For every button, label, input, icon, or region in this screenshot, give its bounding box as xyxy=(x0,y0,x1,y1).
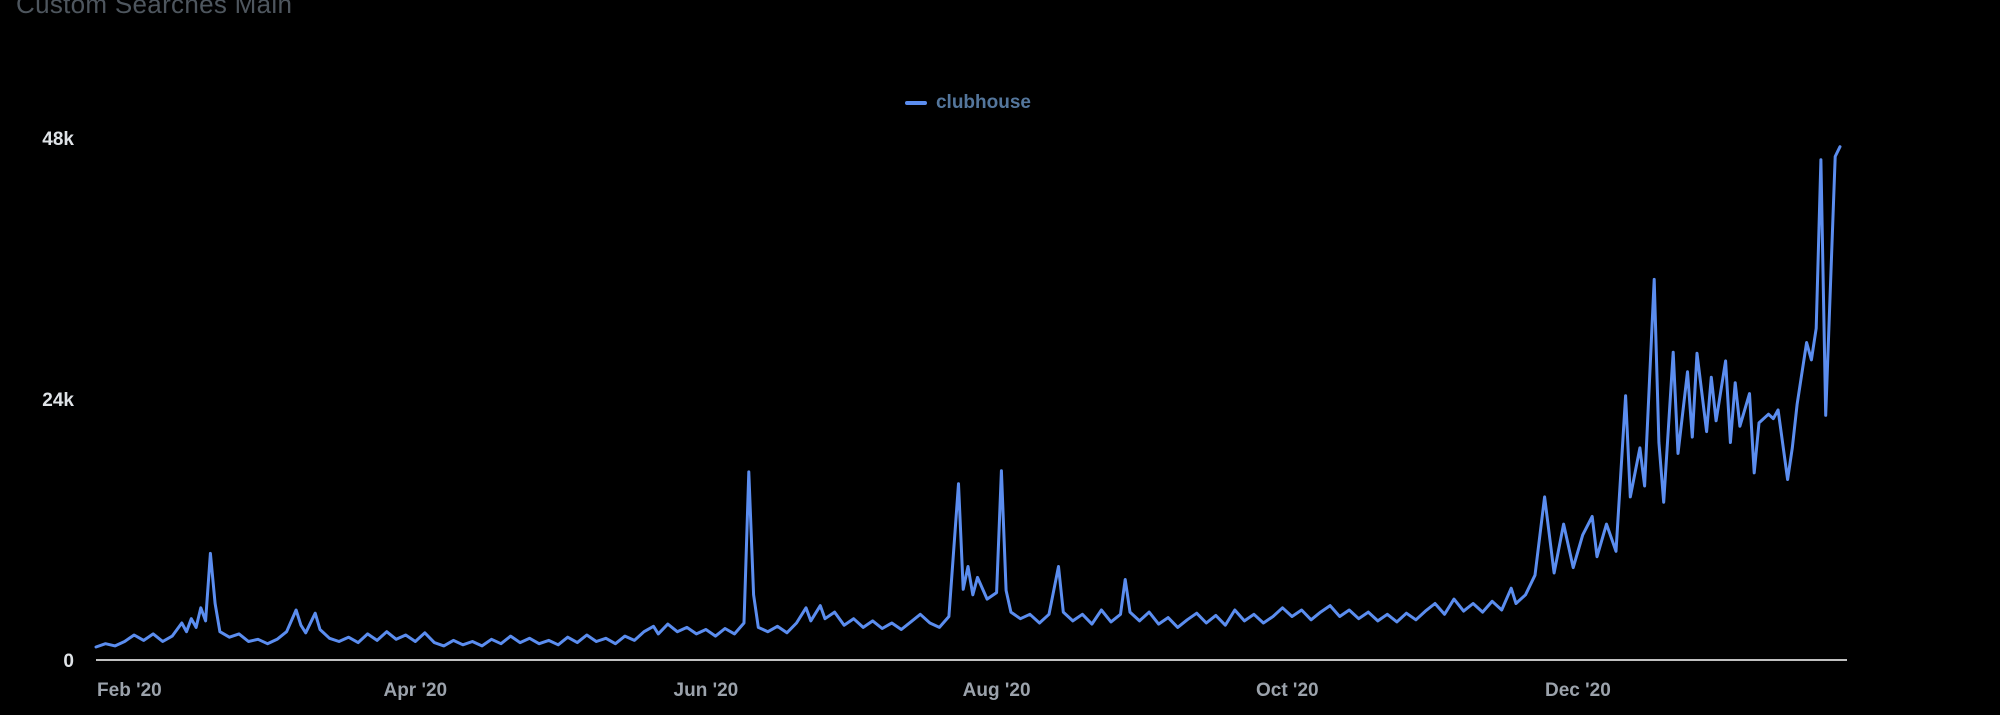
y-axis-tick-label: 24k xyxy=(42,390,74,411)
chart-title: Custom Searches Main xyxy=(16,0,293,19)
series-line-clubhouse[interactable] xyxy=(94,145,1842,649)
legend-label: clubhouse xyxy=(935,92,1031,113)
x-axis-tick-label: Oct '20 xyxy=(1256,680,1319,701)
legend-item-clubhouse[interactable]: clubhouse xyxy=(904,92,1031,114)
x-axis-tick-label: Jun '20 xyxy=(674,680,739,701)
x-axis-tick-label: Dec '20 xyxy=(1545,680,1611,701)
x-axis-tick-label: Apr '20 xyxy=(383,680,447,701)
legend: clubhouse xyxy=(96,92,1840,114)
x-axis-tick-label: Feb '20 xyxy=(97,680,162,701)
legend-line-marker-icon xyxy=(904,101,927,105)
x-axis-tick-label: Aug '20 xyxy=(963,680,1031,701)
y-axis-tick-label: 0 xyxy=(63,651,74,672)
y-axis-tick-label: 48k xyxy=(42,129,74,150)
